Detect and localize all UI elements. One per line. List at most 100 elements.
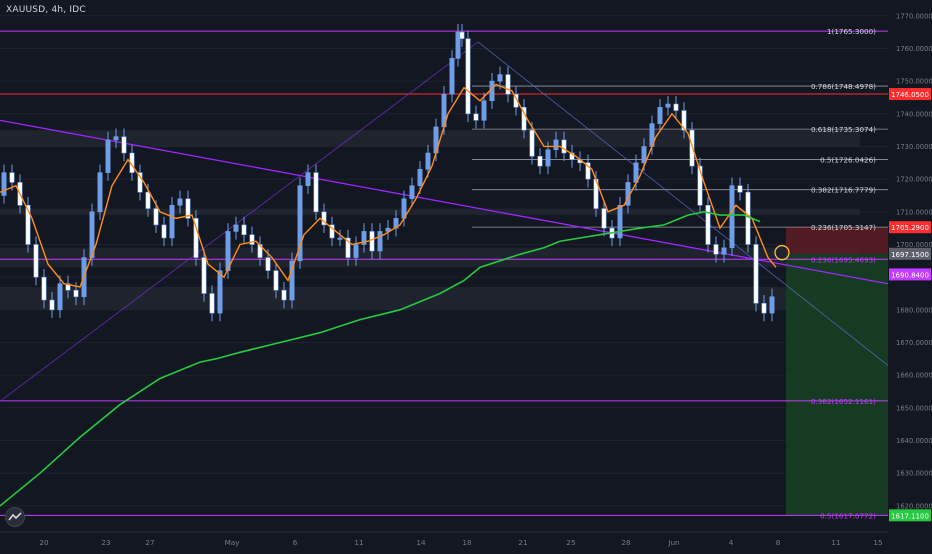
candle-body — [113, 136, 119, 141]
fib-label: 0.236(1695.4693) — [811, 255, 876, 264]
price-zone — [0, 247, 860, 268]
candle-body — [481, 100, 487, 121]
time-tick-label: 11 — [354, 538, 363, 547]
candle-body — [345, 237, 351, 258]
candle-body — [377, 231, 383, 252]
candle-body — [33, 244, 39, 278]
candle-body — [505, 74, 511, 95]
fib-label: 0.382(1716.7779) — [811, 186, 876, 195]
candle-body — [153, 208, 159, 226]
price-tick-label: 1720.0000 — [896, 176, 932, 184]
candle-body — [209, 293, 215, 314]
candle-body — [57, 283, 63, 311]
time-tick-label: Jun — [667, 538, 679, 547]
price-zone — [0, 130, 860, 147]
candle-body — [49, 299, 55, 311]
candle-body — [769, 296, 775, 314]
candle-body — [737, 185, 743, 193]
candle-body — [561, 139, 567, 154]
fib-label: 0.5(1617.0772) — [820, 511, 876, 520]
candle-body — [25, 204, 31, 245]
candle-body — [705, 204, 711, 245]
price-tick-label: 1700.0000 — [896, 241, 932, 249]
candle-body — [745, 191, 751, 245]
candle-body — [337, 237, 343, 240]
candle-body — [369, 231, 375, 252]
candle-body — [601, 208, 607, 229]
price-tag — [889, 221, 931, 234]
candle-body — [455, 31, 461, 59]
time-tick-label: 23 — [101, 538, 110, 547]
time-tick-label: May — [225, 538, 241, 547]
price-tag — [889, 509, 931, 522]
candle-body — [409, 185, 415, 200]
candle-body — [329, 224, 335, 239]
price-tag-label: 1690.8400 — [891, 271, 929, 279]
trendline-support — [0, 41, 479, 402]
price-tick-label: 1620.0000 — [896, 502, 932, 510]
time-tick-label: 25 — [566, 538, 575, 547]
candle-body — [459, 31, 465, 39]
target-zone — [786, 253, 888, 516]
candle-body — [105, 139, 111, 173]
price-tick-label: 1740.0000 — [896, 110, 932, 118]
candle-body — [657, 106, 663, 124]
ma-line — [0, 211, 761, 507]
candle-body — [753, 244, 759, 304]
candle-body — [585, 162, 591, 180]
time-tick-label: 27 — [145, 538, 154, 547]
candle-body — [297, 185, 303, 262]
time-tick-label: 21 — [518, 538, 527, 547]
candle-body — [65, 283, 71, 291]
price-tick-label: 1670.0000 — [896, 339, 932, 347]
stop-zone — [786, 227, 888, 254]
candle-body — [137, 172, 143, 193]
candle-body — [473, 113, 479, 121]
time-tick-label: 6 — [293, 538, 298, 547]
candle-body — [529, 129, 535, 157]
candle-body — [281, 289, 287, 301]
candle-body — [201, 257, 207, 294]
price-tag — [889, 247, 931, 260]
price-tick-label: 1660.0000 — [896, 372, 932, 380]
time-tick-label: 4 — [729, 538, 734, 547]
fib-label: 0.236(1705.3147) — [811, 223, 876, 232]
candle-body — [321, 211, 327, 226]
candle-body — [417, 169, 423, 186]
price-tag-label: 1697.1500 — [891, 251, 929, 259]
time-tick-label: 18 — [462, 538, 472, 547]
candle-body — [265, 257, 271, 271]
price-tick-label: 1640.0000 — [896, 437, 932, 445]
candle-body — [273, 270, 279, 291]
time-tick-label: 8 — [776, 538, 781, 547]
candle-body — [545, 149, 551, 167]
candle-body — [121, 136, 127, 154]
candle-body — [497, 74, 503, 82]
fib-label: 0.618(1735.3074) — [811, 125, 876, 134]
price-tag-label: 1746.0500 — [891, 91, 929, 99]
candle-body — [97, 172, 103, 213]
candle-body — [697, 165, 703, 206]
candle-body — [73, 289, 79, 298]
logo-icon[interactable] — [5, 507, 25, 527]
price-tag-label: 1705.2900 — [891, 224, 929, 232]
candle-body — [9, 172, 15, 183]
candle-body — [617, 204, 623, 239]
price-tick-label: 1710.0000 — [896, 208, 932, 216]
price-tick-label: 1750.0000 — [896, 78, 932, 86]
candle-body — [721, 247, 727, 255]
candle-body — [513, 93, 519, 108]
time-tick-label: 20 — [39, 538, 49, 547]
candle-body — [689, 129, 695, 167]
candle-body — [193, 218, 199, 258]
candle-body — [233, 224, 239, 232]
fib-label: 0.5(1726.0426) — [820, 155, 876, 164]
time-tick-label: 28 — [621, 538, 631, 547]
candle-body — [537, 155, 543, 167]
candle-body — [1, 172, 7, 196]
candle-body — [465, 38, 471, 115]
candle-body — [289, 260, 295, 301]
candle-body — [681, 110, 687, 131]
